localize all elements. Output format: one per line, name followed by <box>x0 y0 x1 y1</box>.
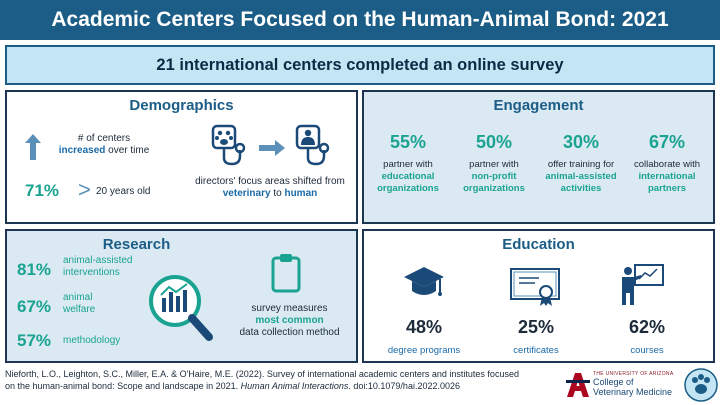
engagement-pct-2: 30% <box>562 132 600 152</box>
teacher-board-icon <box>622 264 664 305</box>
magnifier-chart-icon <box>149 275 213 341</box>
footer: Nieforth, L.O., Leighton, S.C., Miller, … <box>0 366 720 405</box>
research-label-1a: animal <box>63 292 93 303</box>
demographics-heading: Demographics <box>129 97 234 114</box>
centers-rest: over time <box>105 145 150 156</box>
education-pct-1: 25% <box>517 317 555 337</box>
ua-college-line2: Veterinary Medicine <box>593 387 673 397</box>
education-heading: Education <box>502 236 575 253</box>
up-arrow-icon <box>25 134 41 160</box>
age-text: 20 years old <box>96 186 151 197</box>
engagement-text-1: partner with <box>469 159 519 170</box>
engagement-hl2-0: organizations <box>377 183 439 194</box>
title-bar: Academic Centers Focused on the Human-An… <box>0 0 720 40</box>
education-pct-2: 62% <box>628 317 666 337</box>
citation-journal: Human Animal Interactions <box>240 381 349 391</box>
ua-college-line1: College of <box>593 377 634 387</box>
arizona-a-logo <box>566 373 590 397</box>
focus-veterinary: veterinary <box>222 188 271 199</box>
research-label-0b: interventions <box>63 267 120 278</box>
engagement-pct-3: 67% <box>648 132 686 152</box>
clipboard-icon <box>271 254 301 293</box>
stethoscope-person-icon <box>295 124 330 166</box>
focus-stat: directors' focus areas shifted from vete… <box>189 176 351 200</box>
graduation-cap-icon <box>404 267 444 296</box>
engagement-text-0: partner with <box>383 159 433 170</box>
engagement-pct-0: 55% <box>389 132 427 152</box>
engagement-hl2-1: organizations <box>463 183 525 194</box>
engagement-hl1-2: animal-assisted <box>545 171 617 182</box>
research-label-2a: methodology <box>63 335 121 346</box>
centers-stat: # of centers increased over time <box>49 133 159 157</box>
engagement-panel: Engagement 55% partner with educational … <box>362 90 715 224</box>
engagement-hl2-2: activities <box>560 183 602 194</box>
dog-paw-logo <box>684 368 718 402</box>
citation-text: Nieforth, L.O., Leighton, S.C., Miller, … <box>5 369 519 391</box>
education-label-2: courses <box>630 345 664 356</box>
research-heading: Research <box>102 236 171 253</box>
research-pct-2: 57% <box>17 331 52 350</box>
ua-college-name: College of Veterinary Medicine <box>593 377 672 397</box>
focus-to: to <box>270 188 285 199</box>
engagement-hl1-1: non-profit <box>471 171 517 182</box>
education-panel: Education 48% degree programs 25% certif… <box>362 229 715 363</box>
education-pct-0: 48% <box>405 317 443 337</box>
education-label-0: degree programs <box>387 345 461 356</box>
right-arrow-icon <box>259 140 285 156</box>
subtitle-bar: 21 international centers completed an on… <box>5 45 715 85</box>
engagement-hl1-0: educational <box>381 171 435 182</box>
focus-line1: directors' focus areas shifted from <box>195 176 345 187</box>
research-label-1b: welfare <box>63 304 96 315</box>
citation: Nieforth, L.O., Leighton, S.C., Miller, … <box>5 368 525 392</box>
page-subtitle: 21 international centers completed an on… <box>156 56 564 74</box>
research-label-0a: animal-assisted <box>63 255 133 266</box>
engagement-hl2-3: partners <box>647 183 686 194</box>
certificate-icon <box>510 268 560 306</box>
focus-human: human <box>284 188 318 199</box>
centers-highlight: increased <box>58 145 106 156</box>
centers-line1: # of centers <box>77 133 131 144</box>
engagement-hl1-3: international <box>638 171 696 182</box>
research-pct-0: 81% <box>17 260 52 279</box>
demographics-panel: Demographics # of centers increased over… <box>5 90 358 224</box>
research-panel: Research 81% animal-assisted interventio… <box>5 229 358 363</box>
ua-university-name: THE UNIVERSITY OF ARIZONA <box>593 371 674 377</box>
survey-line1: survey measures <box>251 303 328 314</box>
research-pct-1: 67% <box>17 297 52 316</box>
engagement-pct-1: 50% <box>475 132 513 152</box>
survey-line3: data collection method <box>239 327 340 338</box>
page-title: Academic Centers Focused on the Human-An… <box>51 8 669 31</box>
engagement-heading: Engagement <box>493 97 584 114</box>
engagement-text-2: offer training for <box>547 159 615 170</box>
survey-highlight: most common <box>255 315 324 326</box>
survey-stat: survey measures most common data collect… <box>227 303 352 339</box>
age-percent: 71% <box>25 181 60 200</box>
engagement-text-3: collaborate with <box>633 159 700 170</box>
greater-than-symbol: > <box>78 177 91 202</box>
education-label-1: certificates <box>513 345 559 356</box>
citation-doi: . doi:10.1079/hai.2022.0026 <box>348 381 460 391</box>
stethoscope-paw-icon <box>211 124 246 166</box>
